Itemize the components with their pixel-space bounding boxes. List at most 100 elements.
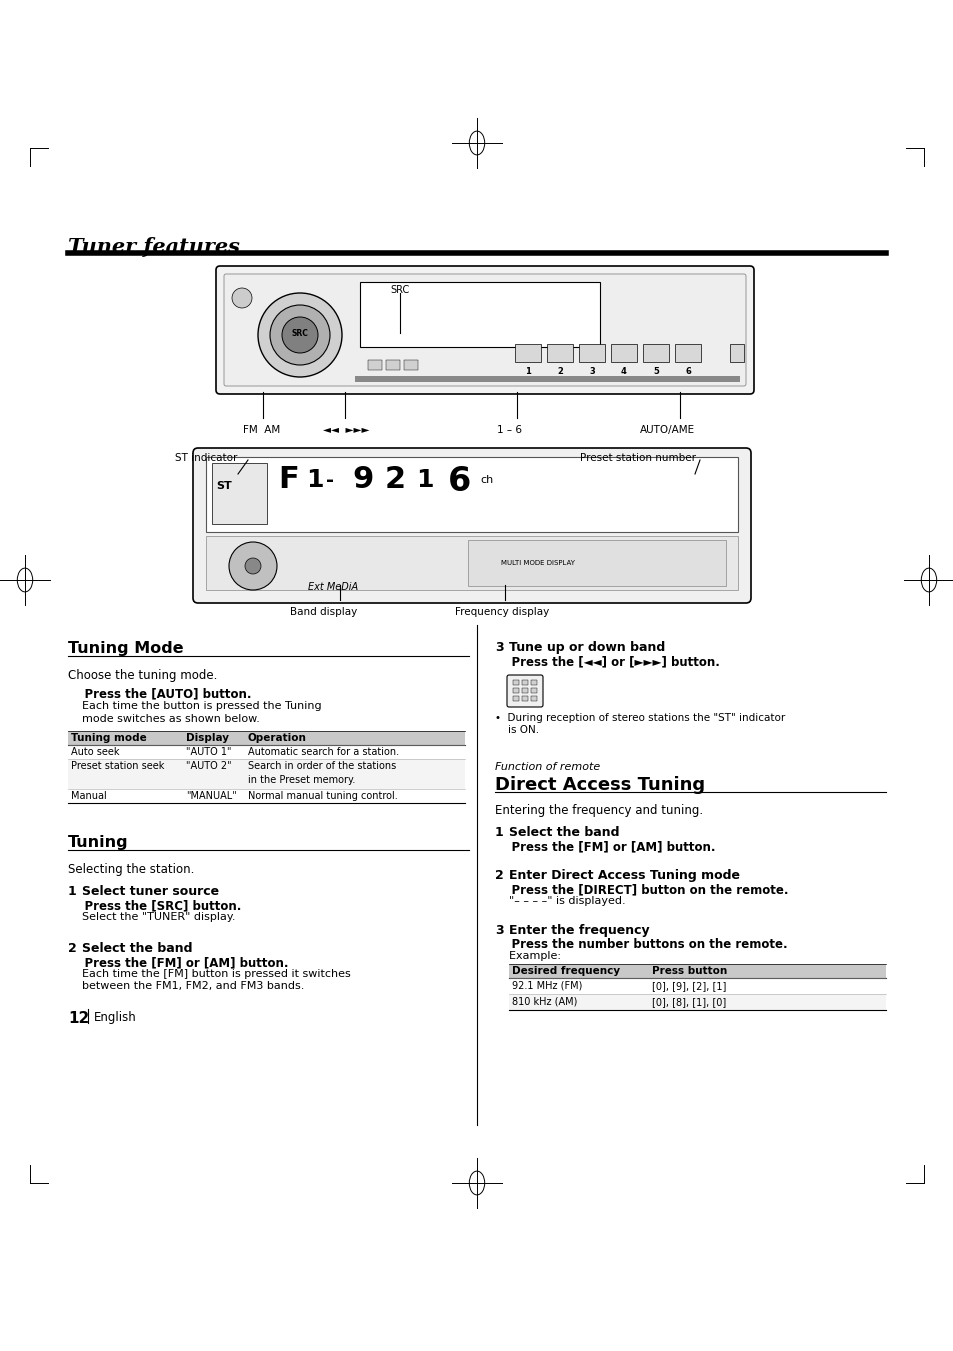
Text: 3: 3 — [495, 924, 503, 938]
Text: Choose the tuning mode.: Choose the tuning mode. — [68, 669, 217, 682]
Text: Select the band: Select the band — [82, 942, 193, 955]
Text: ST: ST — [215, 481, 232, 490]
Text: English: English — [94, 1011, 136, 1024]
Text: Frequency display: Frequency display — [455, 607, 549, 617]
FancyBboxPatch shape — [215, 266, 753, 394]
Bar — [68, 759, 464, 789]
Text: between the FM1, FM2, and FM3 bands.: between the FM1, FM2, and FM3 bands. — [68, 981, 304, 992]
Bar — [521, 696, 527, 701]
Bar — [513, 696, 518, 701]
Text: Tuning: Tuning — [68, 835, 129, 850]
Text: "– – – –" is displayed.: "– – – –" is displayed. — [495, 896, 625, 907]
Bar — [515, 345, 540, 362]
Text: Tuner features: Tuner features — [68, 236, 239, 257]
Bar — [513, 680, 518, 685]
Text: Press the [FM] or [AM] button.: Press the [FM] or [AM] button. — [495, 840, 715, 852]
Text: Select the "TUNER" display.: Select the "TUNER" display. — [68, 912, 235, 921]
Text: Automatic search for a station.: Automatic search for a station. — [248, 747, 398, 757]
Text: 6: 6 — [448, 465, 471, 499]
Bar — [546, 345, 573, 362]
Text: 92.1 MHz (FM): 92.1 MHz (FM) — [512, 981, 581, 992]
Text: [0], [9], [2], [1]: [0], [9], [2], [1] — [651, 981, 725, 992]
Text: Tune up or down band: Tune up or down band — [509, 640, 664, 654]
Circle shape — [245, 558, 261, 574]
Text: Enter Direct Access Tuning mode: Enter Direct Access Tuning mode — [509, 869, 740, 882]
FancyBboxPatch shape — [506, 676, 542, 707]
Text: 12: 12 — [68, 1011, 90, 1025]
Bar — [521, 680, 527, 685]
Text: 4: 4 — [620, 366, 626, 376]
Text: 3: 3 — [495, 640, 503, 654]
Text: Press the [SRC] button.: Press the [SRC] button. — [68, 898, 241, 912]
Text: Each time the [FM] button is pressed it switches: Each time the [FM] button is pressed it … — [68, 969, 351, 979]
Bar — [206, 457, 738, 532]
FancyBboxPatch shape — [224, 274, 745, 386]
Text: Search in order of the stations: Search in order of the stations — [248, 761, 395, 771]
Bar — [531, 696, 537, 701]
Text: MULTI MODE DISPLAY: MULTI MODE DISPLAY — [500, 561, 575, 566]
Text: Press the [FM] or [AM] button.: Press the [FM] or [AM] button. — [68, 957, 288, 969]
Text: "AUTO 2": "AUTO 2" — [186, 761, 232, 771]
Text: 2: 2 — [495, 869, 503, 882]
Bar — [675, 345, 700, 362]
Bar — [531, 688, 537, 693]
Text: Press the [◄◄] or [►►►] button.: Press the [◄◄] or [►►►] button. — [495, 655, 720, 667]
Text: 1 – 6: 1 – 6 — [497, 426, 521, 435]
Text: "MANUAL": "MANUAL" — [186, 790, 236, 801]
Text: Tuning mode: Tuning mode — [71, 734, 147, 743]
Text: 1: 1 — [495, 825, 503, 839]
Text: 2: 2 — [557, 366, 562, 376]
Bar — [355, 376, 740, 382]
Text: [0], [8], [1], [0]: [0], [8], [1], [0] — [651, 997, 725, 1006]
Bar — [578, 345, 604, 362]
Text: 1: 1 — [68, 885, 76, 898]
Bar — [509, 965, 885, 978]
Text: 1: 1 — [524, 366, 531, 376]
Text: mode switches as shown below.: mode switches as shown below. — [68, 713, 259, 724]
FancyBboxPatch shape — [193, 449, 750, 603]
Bar — [531, 680, 537, 685]
Text: Press the number buttons on the remote.: Press the number buttons on the remote. — [495, 938, 787, 951]
Bar — [521, 688, 527, 693]
Text: Enter the frequency: Enter the frequency — [509, 924, 649, 938]
Text: ch: ch — [479, 476, 493, 485]
Text: 9 2: 9 2 — [353, 465, 406, 494]
Text: SRC: SRC — [292, 328, 308, 338]
Text: 6: 6 — [684, 366, 690, 376]
Bar — [468, 540, 725, 586]
Text: Direct Access Tuning: Direct Access Tuning — [495, 775, 704, 794]
Bar — [212, 463, 267, 524]
Text: Entering the frequency and tuning.: Entering the frequency and tuning. — [495, 804, 702, 817]
Text: -: - — [326, 471, 334, 490]
Text: Operation: Operation — [248, 734, 307, 743]
Circle shape — [229, 542, 276, 590]
Text: 810 kHz (AM): 810 kHz (AM) — [512, 997, 577, 1006]
Text: 5: 5 — [653, 366, 659, 376]
Text: ST indicator: ST indicator — [174, 453, 237, 463]
Text: Each time the button is pressed the Tuning: Each time the button is pressed the Tuni… — [68, 701, 321, 711]
Text: Auto seek: Auto seek — [71, 747, 119, 757]
Bar — [206, 536, 738, 590]
Bar — [68, 744, 464, 759]
Text: FM  AM: FM AM — [243, 426, 280, 435]
Text: in the Preset memory.: in the Preset memory. — [248, 775, 355, 785]
Text: Ext MeDiA: Ext MeDiA — [308, 582, 357, 592]
Text: Selecting the station.: Selecting the station. — [68, 863, 194, 875]
Text: Select the band: Select the band — [509, 825, 618, 839]
Bar — [68, 789, 464, 802]
Text: F: F — [277, 465, 298, 494]
Text: •  During reception of stereo stations the "ST" indicator: • During reception of stereo stations th… — [495, 713, 784, 723]
Text: 1: 1 — [306, 467, 323, 492]
Circle shape — [270, 305, 330, 365]
Bar — [642, 345, 668, 362]
Text: 1: 1 — [416, 467, 433, 492]
Bar — [610, 345, 637, 362]
Text: 2: 2 — [68, 942, 76, 955]
Text: SRC: SRC — [390, 285, 409, 295]
Bar — [359, 282, 599, 347]
Text: Tuning Mode: Tuning Mode — [68, 640, 183, 657]
Text: Manual: Manual — [71, 790, 107, 801]
Text: 3: 3 — [589, 366, 595, 376]
Bar — [386, 359, 399, 370]
Text: Preset station number: Preset station number — [579, 453, 696, 463]
